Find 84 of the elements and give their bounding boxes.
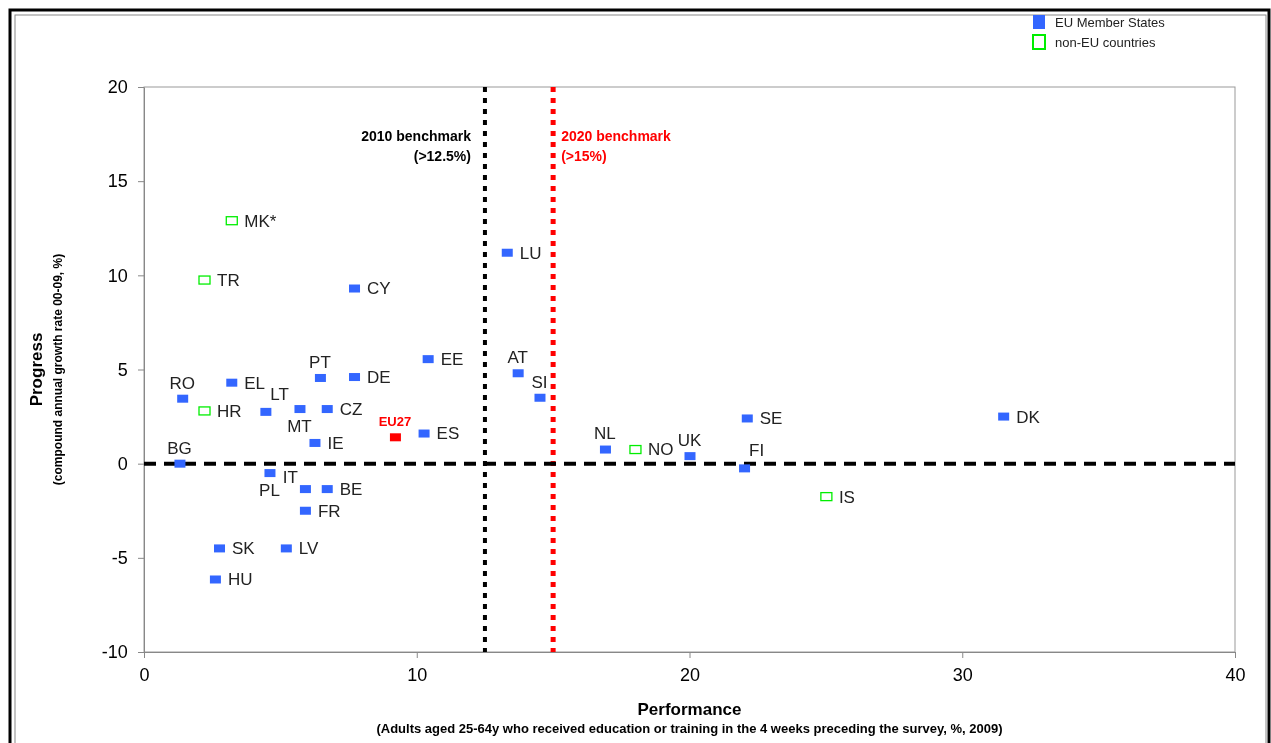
annotation: MK* <box>244 211 277 231</box>
legend-label: EU Member States <box>1055 15 1166 30</box>
legend-label: non-EU countries <box>1055 35 1156 50</box>
point <box>534 393 546 402</box>
annotation: DK <box>1016 407 1041 427</box>
point <box>294 405 306 414</box>
annotation: SI <box>531 372 548 392</box>
point <box>309 438 321 447</box>
point <box>225 216 238 226</box>
annotation: EE <box>440 350 464 370</box>
y-tick-label: 20 <box>107 77 128 98</box>
x-tick-label: 40 <box>1225 664 1246 685</box>
annotation: IE <box>327 433 344 453</box>
x-axis-title: Performance (Adults aged 25-64y who received education or training in the 4 weeks preceding the survey, %, 2009) <box>376 700 1003 736</box>
annotation: CZ <box>339 400 363 419</box>
annotation: UK <box>677 431 702 451</box>
point <box>226 378 238 387</box>
annotation: LU <box>519 243 542 263</box>
point <box>349 284 361 293</box>
annotation: EL <box>244 373 266 393</box>
y-tick-label: 15 <box>107 171 128 192</box>
point <box>264 469 276 478</box>
point <box>349 373 361 382</box>
point <box>321 485 333 494</box>
y-tick-label: 5 <box>117 359 128 380</box>
point <box>820 491 833 502</box>
point <box>321 405 333 414</box>
y-axis-title: Progress (compound annual growth rate 00-09, %) <box>27 253 65 486</box>
annotation: NL <box>594 424 616 444</box>
point <box>280 544 292 553</box>
annotation: HU <box>227 570 253 590</box>
point <box>177 394 189 403</box>
annotation: LT <box>270 384 289 404</box>
point <box>629 444 642 455</box>
annotation: TR <box>217 270 240 290</box>
x-tick-label: 0 <box>139 664 150 685</box>
y-tick-label: -10 <box>101 642 128 663</box>
point <box>299 485 311 494</box>
point <box>299 506 311 515</box>
annotation: AT <box>507 348 528 368</box>
point <box>739 464 751 473</box>
annotation: PT <box>309 352 331 372</box>
annotation: DE <box>367 367 391 387</box>
y-tick-label: 10 <box>107 265 128 286</box>
x-tick-label: 10 <box>407 664 428 685</box>
annotation: SK <box>232 539 256 559</box>
point <box>512 369 524 378</box>
point <box>314 373 326 382</box>
point <box>741 414 753 423</box>
point <box>389 433 401 442</box>
annotation: FR <box>317 501 341 521</box>
x-tick-label: 30 <box>952 664 973 685</box>
x-tick-label: 20 <box>679 664 701 685</box>
point <box>214 544 226 553</box>
point <box>174 459 186 468</box>
annotation: LV <box>298 539 320 559</box>
point <box>422 355 434 364</box>
point <box>501 248 513 257</box>
annotation: FI <box>749 441 765 461</box>
annotation: PL <box>259 481 280 501</box>
annotation: IT <box>282 468 298 488</box>
ref-line-label: 2010 benchmark (>12.5%) <box>361 128 472 164</box>
annotation: MT <box>287 417 312 436</box>
ref-line-label: 2020 benchmark (>15%) <box>561 128 672 164</box>
point <box>198 275 211 285</box>
point <box>998 412 1010 421</box>
annotation: EU27 <box>378 413 412 429</box>
point <box>599 445 611 454</box>
point <box>684 452 696 461</box>
annotation: HR <box>217 401 242 421</box>
point <box>260 407 272 416</box>
annotation: IS <box>838 487 855 507</box>
y-tick-label: -5 <box>111 548 128 569</box>
annotation: ES <box>436 424 460 444</box>
annotation: NO <box>647 440 674 460</box>
annotation: BE <box>339 480 363 500</box>
annotation: RO <box>169 373 195 393</box>
point <box>209 575 221 584</box>
annotation: BG <box>167 438 192 458</box>
point <box>418 429 430 438</box>
annotation: CY <box>367 279 391 299</box>
annotation: SE <box>759 409 783 429</box>
point <box>198 406 211 416</box>
y-tick-label: 0 <box>117 453 128 474</box>
